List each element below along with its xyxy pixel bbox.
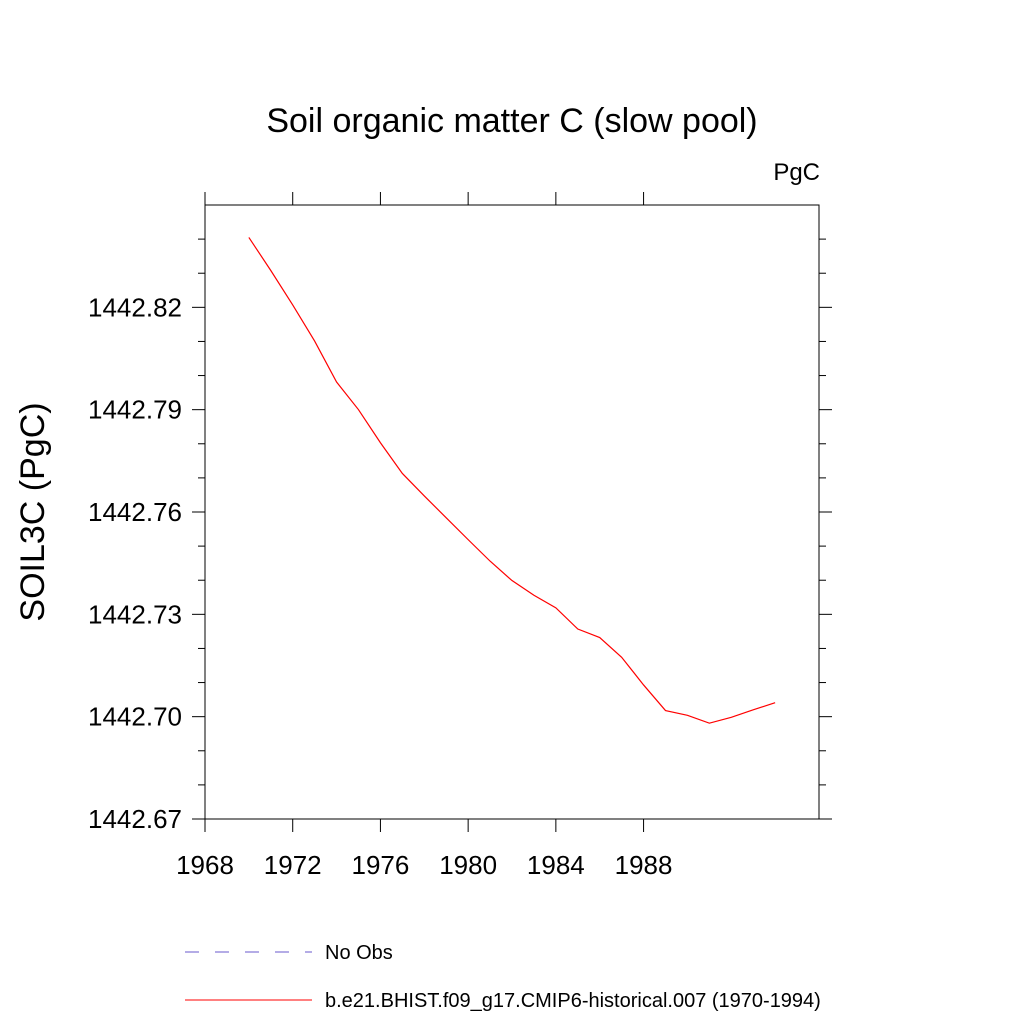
y-tick-label: 1442.82 [88, 292, 182, 322]
legend-label-0: No Obs [325, 942, 393, 964]
y-tick-label: 1442.79 [88, 395, 182, 425]
x-tick-label: 1968 [176, 850, 234, 880]
x-tick-label: 1984 [527, 850, 585, 880]
x-tick-label: 1972 [264, 850, 322, 880]
plot-frame [204, 204, 820, 820]
legend-label-1: b.e21.BHIST.f09_g17.CMIP6-historical.007… [325, 990, 821, 1012]
x-tick-label: 1988 [615, 850, 673, 880]
units-label: PgC [773, 159, 820, 186]
x-tick-label: 1980 [439, 850, 497, 880]
y-axis-label: SOIL3C (PgC) [14, 402, 52, 621]
series-line-0 [248, 237, 776, 724]
y-tick-label: 1442.76 [88, 497, 182, 527]
chart-title: Soil organic matter C (slow pool) [266, 102, 757, 140]
y-tick-label: 1442.70 [88, 702, 182, 732]
x-tick-label: 1976 [352, 850, 410, 880]
y-tick-label: 1442.67 [88, 804, 182, 834]
y-tick-label: 1442.73 [88, 599, 182, 629]
